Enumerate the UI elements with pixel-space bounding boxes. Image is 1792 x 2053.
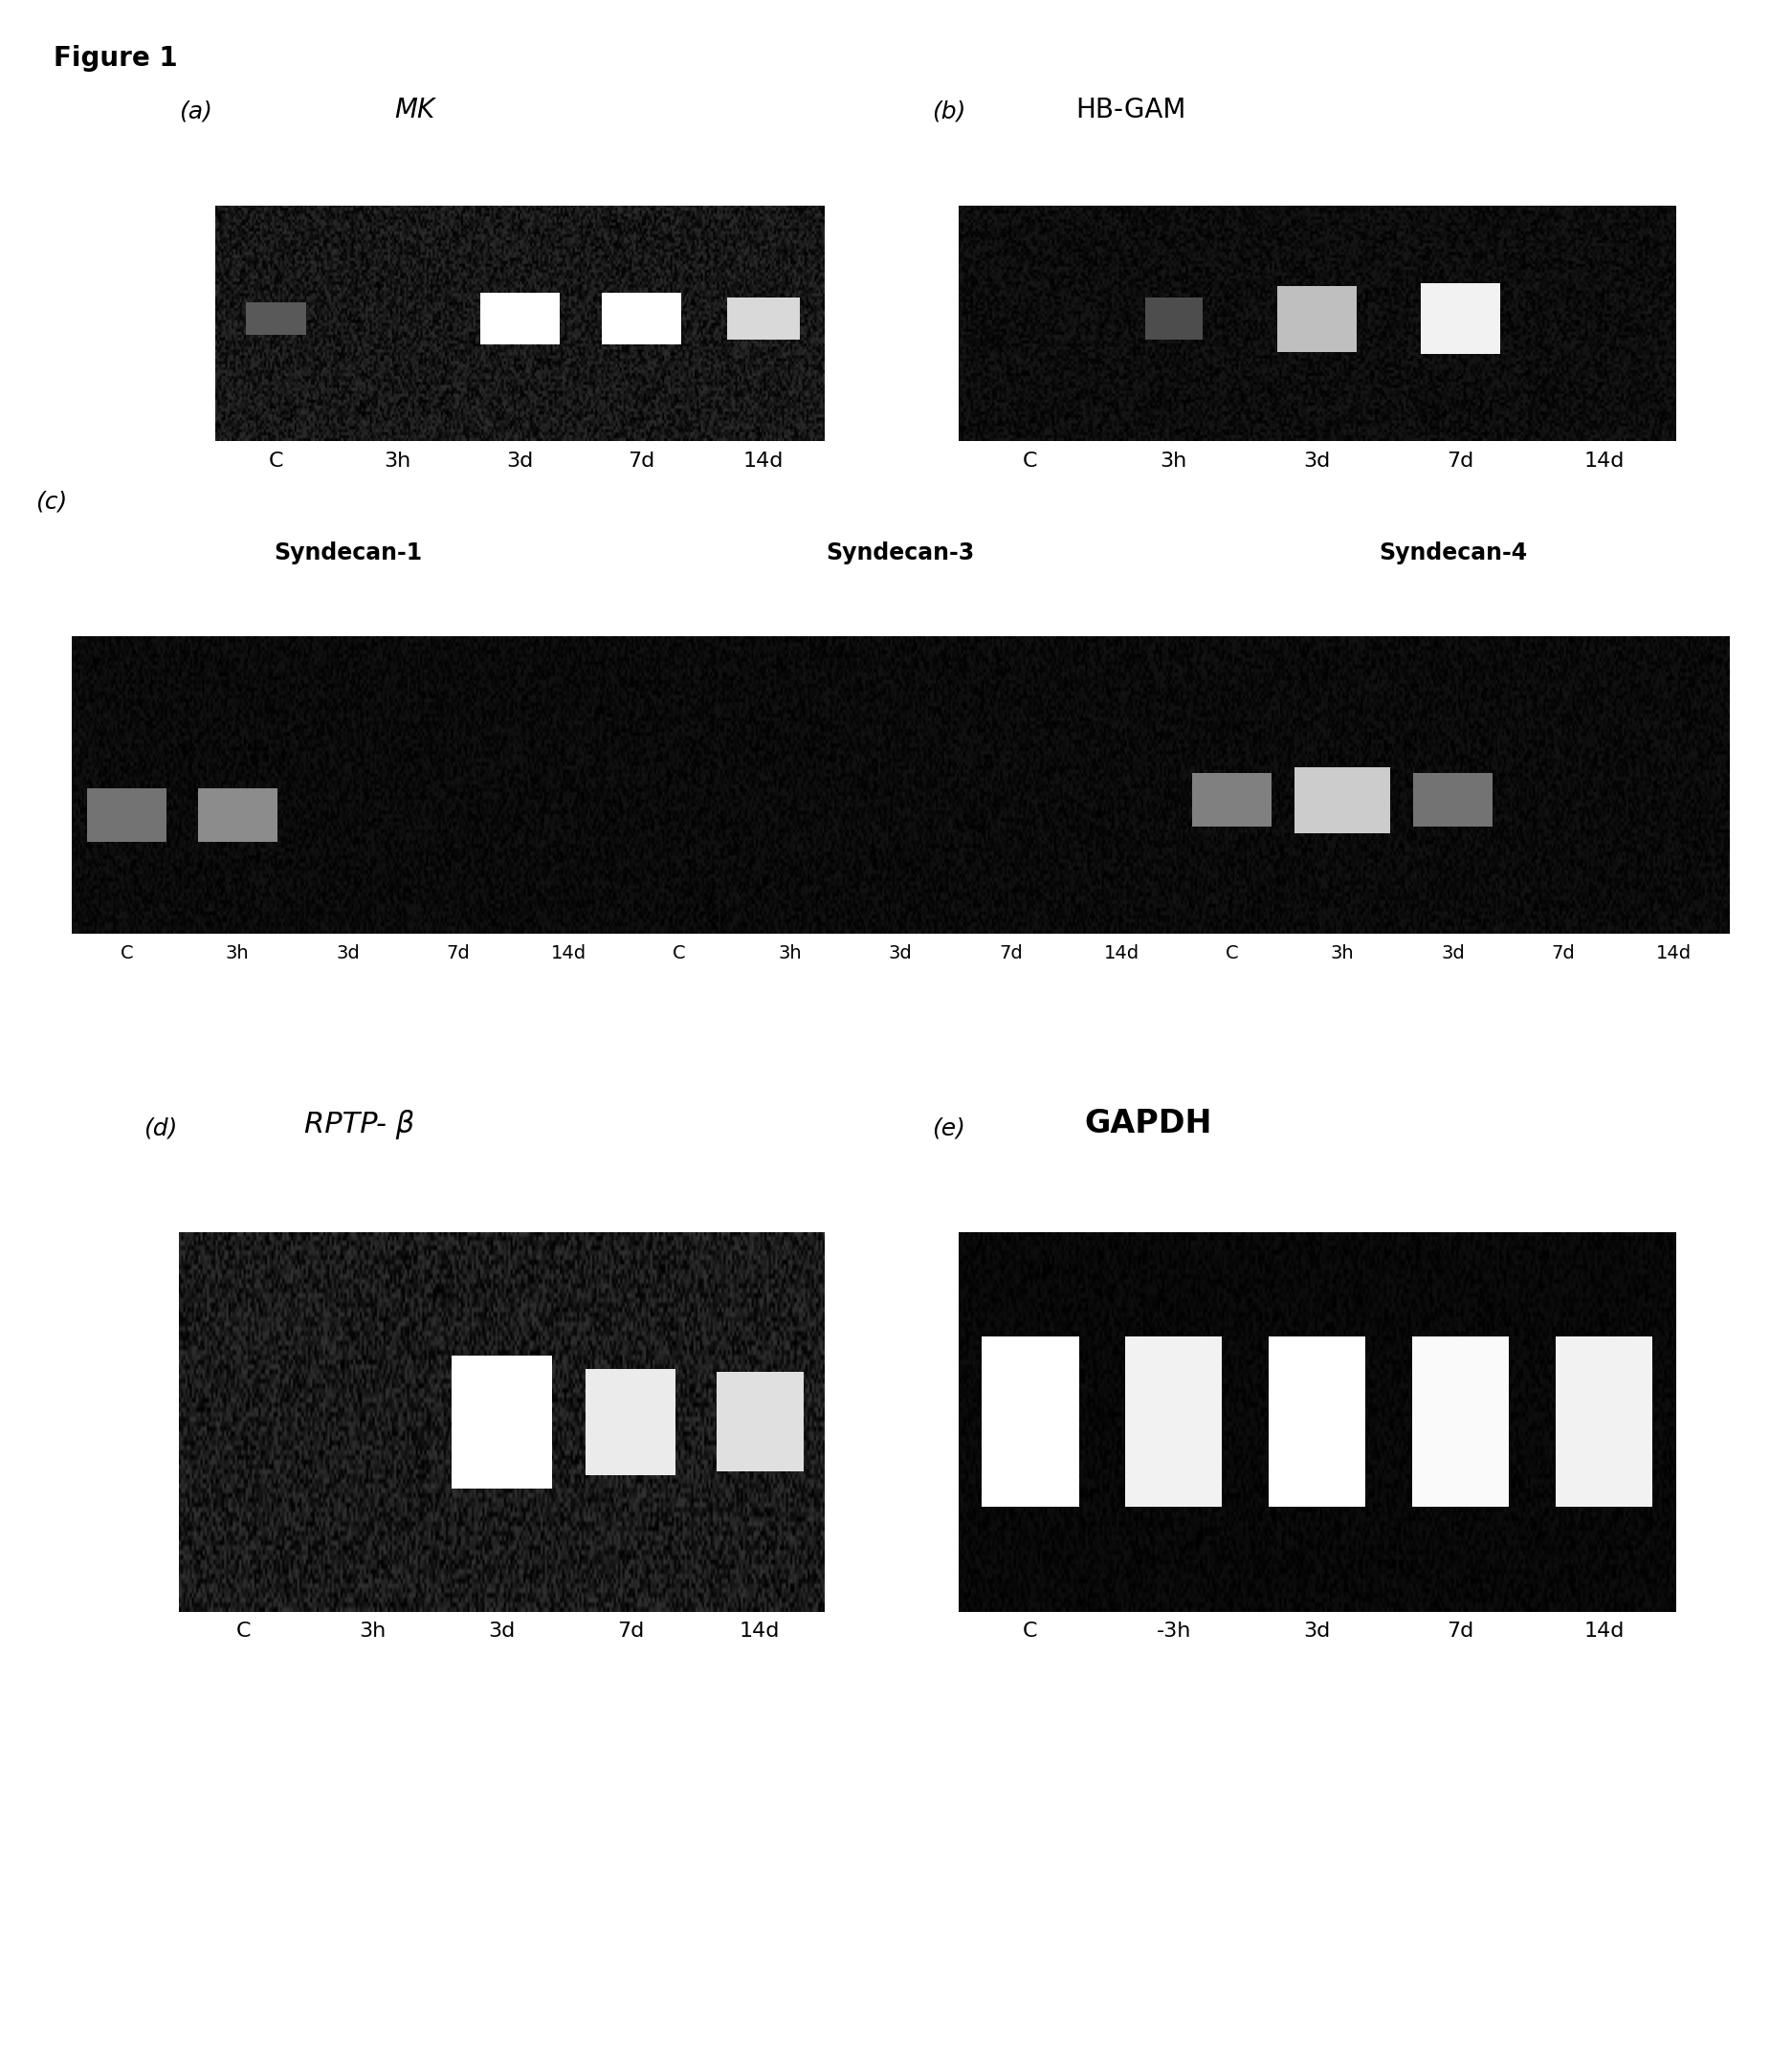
Text: 14d: 14d	[1656, 944, 1692, 963]
Text: GAPDH: GAPDH	[1084, 1109, 1211, 1139]
Text: (b): (b)	[932, 101, 966, 123]
Text: 14d: 14d	[552, 944, 586, 963]
Text: 3d: 3d	[1303, 452, 1331, 470]
Text: 7d: 7d	[1552, 944, 1575, 963]
Bar	[1421, 283, 1500, 353]
Text: (c): (c)	[36, 491, 68, 513]
Text: 14d: 14d	[740, 1622, 780, 1640]
Bar	[480, 294, 559, 345]
Text: 3h: 3h	[383, 452, 412, 470]
Text: 7d: 7d	[1000, 944, 1023, 963]
Text: 3h: 3h	[778, 944, 801, 963]
Text: 3d: 3d	[487, 1622, 516, 1640]
Bar	[1414, 774, 1493, 827]
Text: Figure 1: Figure 1	[54, 45, 177, 72]
Bar	[197, 788, 278, 842]
Text: 14d: 14d	[1104, 944, 1140, 963]
Text: 14d: 14d	[744, 452, 783, 470]
Text: RPTP- β: RPTP- β	[305, 1111, 416, 1139]
Bar	[1269, 1337, 1366, 1507]
Text: (e): (e)	[932, 1117, 966, 1139]
Text: 7d: 7d	[1446, 1622, 1475, 1640]
Text: MK: MK	[394, 96, 435, 123]
Bar	[586, 1369, 676, 1474]
Text: 7d: 7d	[627, 452, 656, 470]
Text: HB-GAM: HB-GAM	[1075, 96, 1186, 123]
Text: Syndecan-3: Syndecan-3	[826, 542, 975, 565]
Text: 3h: 3h	[1331, 944, 1355, 963]
Text: C: C	[120, 944, 133, 963]
Text: 3h: 3h	[1159, 452, 1188, 470]
Text: -3h: -3h	[1156, 1622, 1192, 1640]
Bar	[88, 788, 167, 842]
Text: C: C	[1226, 944, 1238, 963]
Bar	[982, 1337, 1079, 1507]
Bar	[1278, 285, 1357, 351]
Text: (d): (d)	[143, 1117, 177, 1139]
Bar	[602, 294, 681, 345]
Text: 7d: 7d	[446, 944, 470, 963]
Bar	[452, 1355, 552, 1488]
Text: C: C	[1023, 1622, 1038, 1640]
Text: 14d: 14d	[1584, 1622, 1624, 1640]
Text: 3h: 3h	[226, 944, 249, 963]
Bar	[717, 1371, 803, 1472]
Text: 7d: 7d	[1446, 452, 1475, 470]
Text: 14d: 14d	[1584, 452, 1624, 470]
Text: C: C	[674, 944, 686, 963]
Text: (a): (a)	[179, 101, 213, 123]
Text: C: C	[237, 1622, 251, 1640]
Text: 7d: 7d	[616, 1622, 645, 1640]
Text: C: C	[269, 452, 283, 470]
Text: 3d: 3d	[1441, 944, 1464, 963]
Bar	[728, 298, 799, 341]
Bar	[246, 302, 306, 335]
Text: Syndecan-1: Syndecan-1	[274, 542, 423, 565]
Text: Syndecan-4: Syndecan-4	[1378, 542, 1527, 565]
Bar	[1294, 768, 1391, 834]
Bar	[1555, 1337, 1652, 1507]
Text: 3h: 3h	[358, 1622, 387, 1640]
Text: 3d: 3d	[337, 944, 360, 963]
Text: 3d: 3d	[1303, 1622, 1331, 1640]
Text: 3d: 3d	[889, 944, 912, 963]
Bar	[1192, 774, 1272, 827]
Bar	[1145, 298, 1202, 341]
Bar	[1125, 1337, 1222, 1507]
Bar	[1412, 1337, 1509, 1507]
Text: 3d: 3d	[505, 452, 534, 470]
Text: C: C	[1023, 452, 1038, 470]
